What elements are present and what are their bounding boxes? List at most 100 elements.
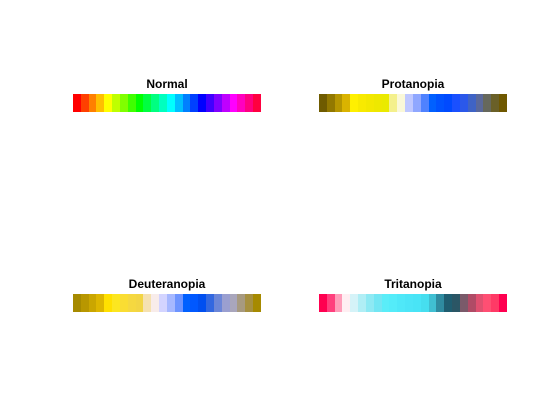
- color-cell: [420, 94, 429, 112]
- color-cell: [319, 294, 327, 312]
- color-cell: [467, 294, 476, 312]
- color-cell: [483, 94, 492, 112]
- color-cell: [381, 94, 390, 112]
- color-cell: [428, 294, 437, 312]
- color-cell: [436, 94, 445, 112]
- color-cell: [96, 294, 105, 312]
- color-cell: [127, 294, 136, 312]
- color-cell: [444, 94, 453, 112]
- color-cell: [96, 94, 105, 112]
- color-cell: [206, 94, 214, 112]
- color-cell: [159, 94, 167, 112]
- color-cell: [135, 94, 144, 112]
- color-cell: [206, 294, 214, 312]
- color-cell: [135, 294, 144, 312]
- color-cell: [491, 294, 500, 312]
- color-cell: [373, 94, 382, 112]
- color-cell: [143, 294, 152, 312]
- color-cell: [452, 94, 460, 112]
- panel-title-deuteranopia: Deuteranopia: [128, 277, 206, 291]
- color-cell: [221, 94, 230, 112]
- color-cell: [174, 94, 183, 112]
- color-cell: [182, 294, 191, 312]
- colorbar-normal: [73, 94, 261, 112]
- color-cell: [373, 294, 382, 312]
- color-cell: [334, 94, 343, 112]
- color-cell: [237, 294, 246, 312]
- color-cell: [174, 294, 183, 312]
- color-cell: [166, 294, 175, 312]
- panel-title-tritanopia: Tritanopia: [384, 277, 442, 291]
- color-cell: [334, 294, 343, 312]
- color-cell: [420, 294, 429, 312]
- color-cell: [397, 94, 406, 112]
- color-cell: [342, 94, 351, 112]
- color-cell: [412, 294, 421, 312]
- colorbar-protanopia: [319, 94, 507, 112]
- color-cell: [119, 94, 128, 112]
- color-cell: [104, 294, 113, 312]
- color-cell: [475, 94, 484, 112]
- color-cell: [253, 294, 261, 312]
- color-cell: [459, 294, 468, 312]
- color-cell: [143, 94, 152, 112]
- color-cell: [213, 294, 222, 312]
- color-cell: [88, 94, 97, 112]
- panel-title-normal: Normal: [146, 77, 188, 91]
- color-cell: [80, 94, 89, 112]
- colorbar-deuteranopia: [73, 294, 261, 312]
- color-cell: [213, 94, 222, 112]
- color-cell: [119, 294, 128, 312]
- color-cell: [326, 294, 335, 312]
- color-cell: [198, 94, 207, 112]
- color-cell: [198, 294, 207, 312]
- colorbar-tritanopia: [319, 294, 507, 312]
- color-cell: [358, 294, 366, 312]
- color-cell: [237, 94, 246, 112]
- color-cell: [452, 294, 460, 312]
- color-cell: [159, 294, 167, 312]
- color-cell: [389, 94, 398, 112]
- color-cell: [436, 294, 445, 312]
- color-cell: [326, 94, 335, 112]
- color-cell: [166, 94, 175, 112]
- color-cell: [459, 94, 468, 112]
- color-cell: [319, 94, 327, 112]
- color-cell: [127, 94, 136, 112]
- color-cell: [190, 294, 199, 312]
- color-cell: [428, 94, 437, 112]
- color-cell: [221, 294, 230, 312]
- color-cell: [397, 294, 406, 312]
- color-cell: [467, 94, 476, 112]
- color-cell: [405, 94, 413, 112]
- color-cell: [151, 294, 160, 312]
- color-cell: [365, 94, 374, 112]
- color-cell: [182, 94, 191, 112]
- color-cell: [491, 94, 500, 112]
- color-cell: [389, 294, 398, 312]
- color-cell: [253, 94, 261, 112]
- panel-title-protanopia: Protanopia: [381, 77, 445, 91]
- color-cell: [245, 294, 254, 312]
- color-cell: [405, 294, 413, 312]
- color-cell: [104, 94, 113, 112]
- color-cell: [73, 94, 81, 112]
- color-cell: [365, 294, 374, 312]
- color-cell: [245, 94, 254, 112]
- color-cell: [112, 94, 120, 112]
- color-cell: [412, 94, 421, 112]
- color-cell: [499, 294, 507, 312]
- color-cell: [350, 294, 359, 312]
- color-cell: [229, 294, 238, 312]
- color-cell: [475, 294, 484, 312]
- color-cell: [350, 94, 359, 112]
- color-cell: [190, 94, 199, 112]
- color-cell: [499, 94, 507, 112]
- color-cell: [88, 294, 97, 312]
- color-cell: [483, 294, 492, 312]
- color-cell: [229, 94, 238, 112]
- color-cell: [151, 94, 160, 112]
- color-cell: [80, 294, 89, 312]
- color-cell: [358, 94, 366, 112]
